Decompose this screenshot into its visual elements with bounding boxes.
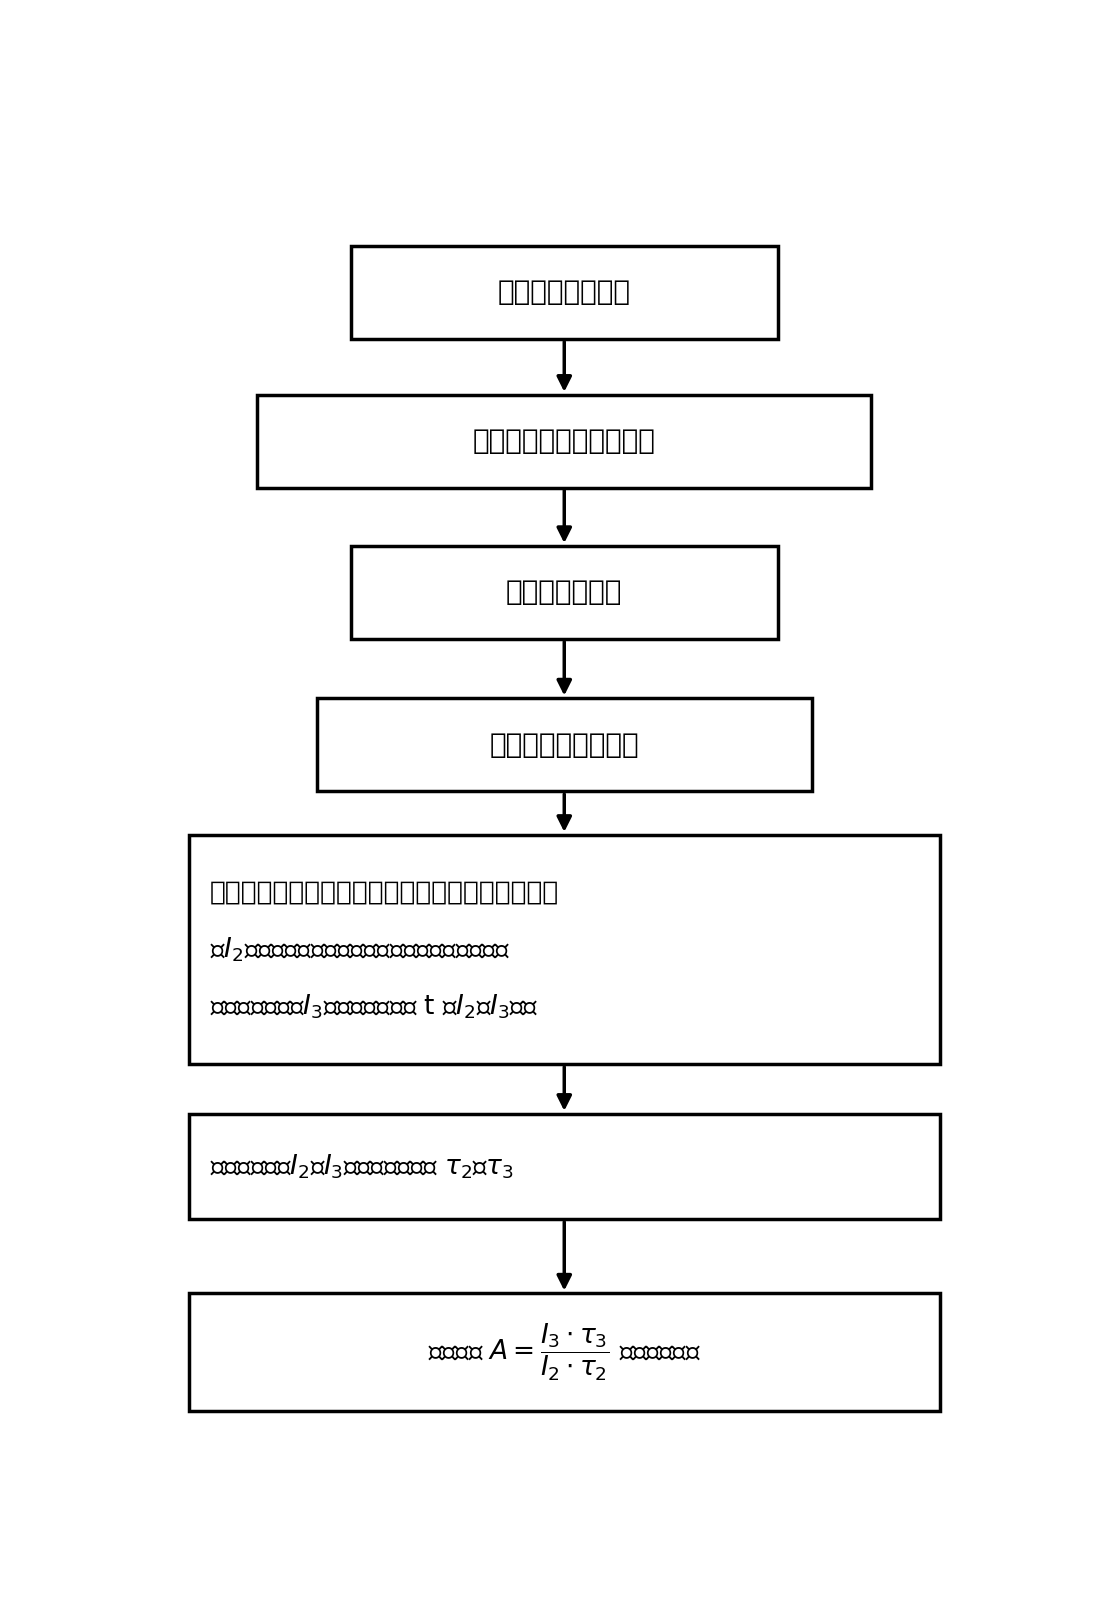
Text: 对电缆两端进行电磁屏蔽: 对电缆两端进行电磁屏蔽 [472,427,656,456]
Bar [189,834,939,1064]
Text: 流$I_2$及由于老化造成的界面中的金属盐和水合离子: 流$I_2$及由于老化造成的界面中的金属盐和水合离子 [210,935,511,964]
Bar [189,1293,939,1412]
Bar [189,1114,939,1219]
Text: 对电缆进行预处理: 对电缆进行预处理 [498,279,631,306]
Bar [351,546,777,639]
Bar [317,699,811,792]
Text: 对电缆进行极化: 对电缆进行极化 [506,578,622,607]
Bar [351,246,777,338]
Text: 采用电流表测试由无定形与晶体界面产生的极化电: 采用电流表测试由无定形与晶体界面产生的极化电 [210,879,559,905]
Text: 对电缆进行瞬间短路: 对电缆进行瞬间短路 [490,731,639,758]
Text: 计算极化电流$I_2$、$I_3$对应的时间常数 $\tau_2$、$\tau_3$: 计算极化电流$I_2$、$I_3$对应的时间常数 $\tau_2$、$\tau_… [210,1153,514,1180]
Text: 根据公式 $A = \dfrac{I_3 \cdot \tau_3}{I_2 \cdot \tau_2}$ 计算老化因子: 根据公式 $A = \dfrac{I_3 \cdot \tau_3}{I_2 \… [428,1322,700,1383]
Bar [258,394,871,488]
Text: 产生的极化电流$I_3$；记录不同时刻 t 的$I_2$、$I_3$值；: 产生的极化电流$I_3$；记录不同时刻 t 的$I_2$、$I_3$值； [210,992,538,1021]
